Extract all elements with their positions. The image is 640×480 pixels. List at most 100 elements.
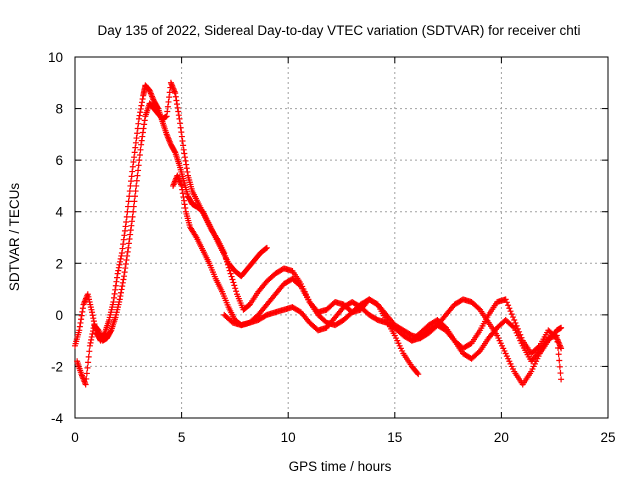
data-point (116, 296, 123, 303)
data-point (135, 120, 142, 127)
data-point (115, 264, 122, 271)
data-point (414, 370, 421, 377)
data-point (232, 285, 239, 292)
data-point (137, 109, 144, 116)
data-point (119, 279, 126, 286)
data-point (126, 235, 133, 242)
data-point (179, 137, 186, 144)
data-point (79, 305, 86, 312)
data-point (177, 120, 184, 127)
data-point (111, 290, 118, 297)
data-point (122, 261, 129, 268)
data-point (506, 305, 513, 312)
data-point (128, 178, 135, 185)
series-track-3 (170, 172, 565, 388)
data-point (120, 276, 127, 283)
data-point (178, 182, 185, 189)
data-point (135, 115, 142, 122)
data-point (127, 231, 134, 238)
data-point (122, 223, 129, 230)
data-point (76, 327, 83, 334)
data-point (129, 163, 136, 170)
data-point (113, 278, 120, 285)
data-point (174, 104, 181, 111)
data-point (117, 258, 124, 265)
data-point (558, 324, 565, 331)
data-point (133, 177, 140, 184)
y-tick-label: 8 (55, 102, 63, 117)
data-point (183, 161, 190, 168)
data-point (89, 312, 96, 319)
data-point (138, 141, 145, 148)
data-point (555, 351, 562, 358)
data-point (126, 188, 133, 195)
series-track-2 (74, 79, 422, 388)
data-point (120, 241, 127, 248)
data-point (118, 249, 125, 256)
data-point (557, 370, 564, 377)
data-point (175, 112, 182, 119)
data-point (229, 276, 236, 283)
data-point (131, 154, 138, 161)
data-point (130, 158, 137, 165)
y-tick-label: 10 (48, 50, 63, 65)
data-point (183, 165, 190, 172)
data-point (89, 331, 96, 338)
data-point (124, 203, 131, 210)
data-point (115, 267, 122, 274)
data-point (85, 359, 92, 366)
data-point (509, 314, 516, 321)
data-point (164, 103, 171, 110)
data-point (505, 302, 512, 309)
data-point (88, 336, 95, 343)
data-point (166, 94, 173, 101)
data-point (181, 154, 188, 161)
data-point (130, 208, 137, 215)
data-point (138, 137, 145, 144)
data-point (262, 245, 269, 252)
data-point (117, 289, 124, 296)
x-tick-label: 25 (600, 430, 615, 445)
data-points (72, 79, 565, 388)
data-point (139, 129, 146, 136)
data-point (182, 205, 189, 212)
y-axis-ticks: -4 -2 0 2 4 6 8 10 (48, 50, 608, 426)
data-point (78, 316, 85, 323)
data-point (558, 376, 565, 383)
data-point (117, 255, 124, 262)
data-point (101, 331, 108, 338)
data-point (87, 339, 94, 346)
data-point (182, 157, 189, 164)
data-point (127, 182, 134, 189)
y-tick-label: -2 (51, 359, 63, 374)
data-point (556, 357, 563, 364)
data-point (139, 99, 146, 106)
data-point (224, 261, 231, 268)
data-point (509, 323, 516, 330)
data-point (129, 168, 136, 175)
data-point (110, 298, 117, 305)
data-point (121, 232, 128, 239)
data-point (181, 150, 188, 157)
data-point (132, 144, 139, 151)
chart-title: Day 135 of 2022, Sidereal Day-to-day VTE… (98, 23, 581, 38)
x-tick-label: 10 (281, 430, 296, 445)
data-point (175, 108, 182, 115)
data-point (125, 198, 132, 205)
data-point (76, 323, 83, 330)
data-point (121, 269, 128, 276)
data-point (123, 219, 130, 226)
data-point (179, 190, 186, 197)
data-point (139, 133, 146, 140)
data-point (86, 342, 93, 349)
data-point (180, 193, 187, 200)
data-point (134, 172, 141, 179)
data-point (129, 213, 136, 220)
x-tick-label: 5 (178, 430, 186, 445)
data-point (502, 296, 509, 303)
data-point (110, 294, 117, 301)
y-axis-label: SDTVAR / TECUs (7, 183, 22, 292)
data-point (178, 129, 185, 136)
data-point (508, 311, 515, 318)
